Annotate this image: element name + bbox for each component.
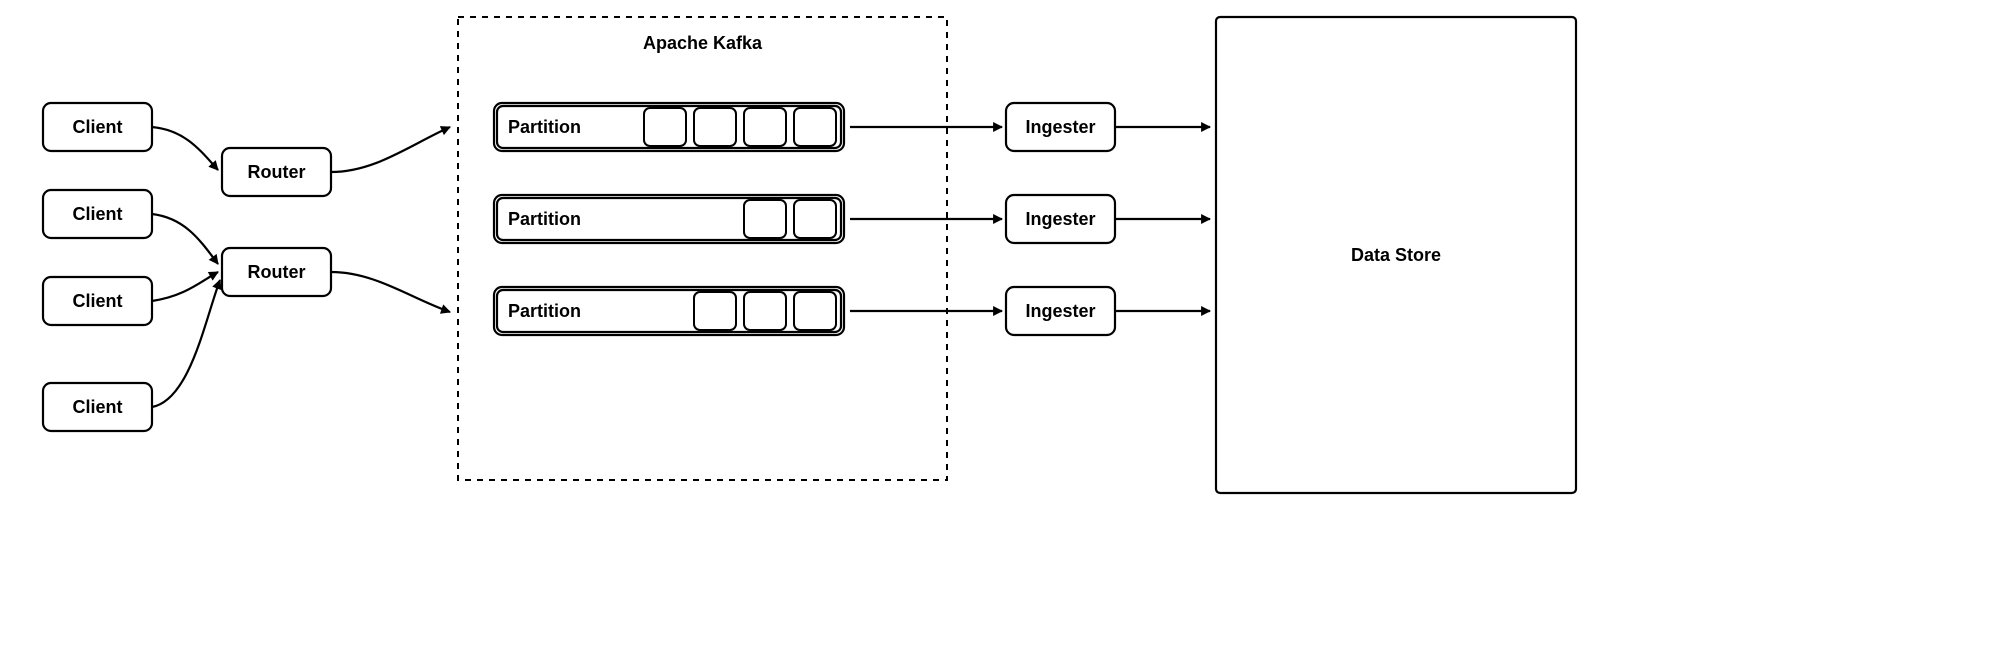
kafka-title: Apache Kafka (643, 33, 763, 53)
ingester0-box: Ingester (1006, 103, 1115, 151)
ingester1-box: Ingester (1006, 195, 1115, 243)
kafka-container: Apache Kafka (458, 17, 947, 480)
client0-box: Client (43, 103, 152, 151)
partition0-box-slot (744, 108, 786, 146)
partition1-box-label: Partition (508, 209, 581, 229)
partition0-box-slot (794, 108, 836, 146)
router0-box: Router (222, 148, 331, 196)
partition1-box-slot (744, 200, 786, 238)
client0-box-label: Client (72, 117, 122, 137)
router1-box: Router (222, 248, 331, 296)
datastore-box: Data Store (1216, 17, 1576, 493)
ingester1-box-label: Ingester (1025, 209, 1095, 229)
partition2-box-slot (694, 292, 736, 330)
client3-box-label: Client (72, 397, 122, 417)
edge-router1-to-kafka (331, 272, 450, 312)
partition0-box-label: Partition (508, 117, 581, 137)
client2-box: Client (43, 277, 152, 325)
router0-box-label: Router (248, 162, 306, 182)
partition2-box-slot (744, 292, 786, 330)
edge-client1-to-router1 (152, 214, 218, 264)
edge-client0-to-router0 (152, 127, 218, 170)
edge-router0-to-kafka (331, 127, 450, 172)
client1-box-label: Client (72, 204, 122, 224)
client2-box-label: Client (72, 291, 122, 311)
ingester2-box-label: Ingester (1025, 301, 1095, 321)
datastore-label: Data Store (1351, 245, 1441, 265)
partition0-box-slot (644, 108, 686, 146)
partition1-box-slot (794, 200, 836, 238)
partition2-box-slot (794, 292, 836, 330)
router1-box-label: Router (248, 262, 306, 282)
edge-client2-to-router1 (152, 272, 218, 301)
ingester2-box: Ingester (1006, 287, 1115, 335)
client1-box: Client (43, 190, 152, 238)
partition2-box-label: Partition (508, 301, 581, 321)
partition0-box: Partition (494, 103, 844, 151)
partition1-box: Partition (494, 195, 844, 243)
client3-box: Client (43, 383, 152, 431)
partition0-box-slot (694, 108, 736, 146)
ingester0-box-label: Ingester (1025, 117, 1095, 137)
partition2-box: Partition (494, 287, 844, 335)
